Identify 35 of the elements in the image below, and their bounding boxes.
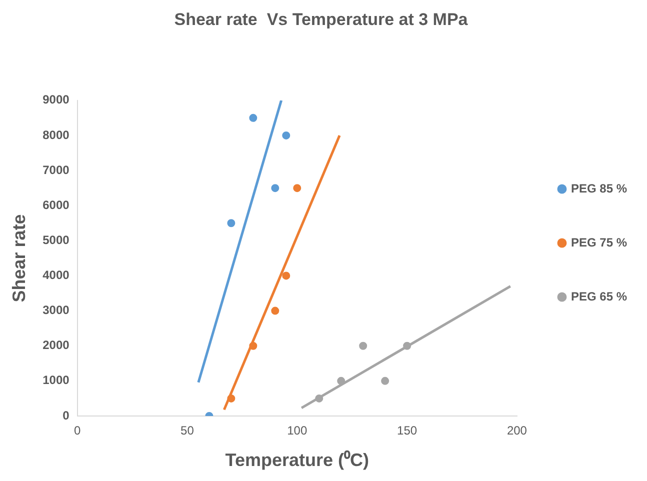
y-axis-title: Shear rate (8, 214, 29, 302)
y-tick-label: 5000 (42, 232, 70, 247)
y-tick-label: 1000 (42, 373, 70, 388)
legend-label: PEG 75 % (570, 235, 628, 250)
x-tick-label: 200 (506, 424, 528, 438)
legend-label: PEG 65 % (570, 289, 628, 304)
point (282, 272, 290, 280)
y-tick-label: 2000 (42, 338, 70, 352)
y-tick-label: 0 (62, 408, 70, 422)
x-tick-label: 50 (180, 424, 194, 438)
point (315, 394, 324, 402)
y-tick-label: 6000 (42, 198, 70, 212)
point (227, 219, 236, 228)
x-tick-label: 100 (287, 424, 308, 438)
y-tick-label: 9000 (42, 92, 70, 107)
point (271, 184, 280, 192)
point (271, 306, 280, 315)
x-axis-title: Temperature (⁰C) (225, 450, 369, 470)
y-tick-label: 7000 (42, 162, 70, 177)
point (227, 394, 236, 402)
legend-label: PEG 85 % (570, 181, 628, 196)
point (282, 131, 290, 140)
point (403, 342, 412, 350)
chart-title: Shear rate Vs Temperature at 3 MPa (174, 10, 468, 29)
point (293, 184, 302, 192)
point (337, 376, 346, 385)
point (249, 342, 258, 350)
y-tick-label: 4000 (42, 268, 70, 282)
point (359, 342, 368, 350)
y-tick-label: 3000 (42, 303, 70, 318)
x-tick-label: 150 (397, 424, 418, 438)
y-tick-label: 8000 (42, 128, 70, 142)
point (249, 114, 258, 122)
x-tick-label: 0 (74, 424, 81, 438)
point (381, 376, 390, 385)
